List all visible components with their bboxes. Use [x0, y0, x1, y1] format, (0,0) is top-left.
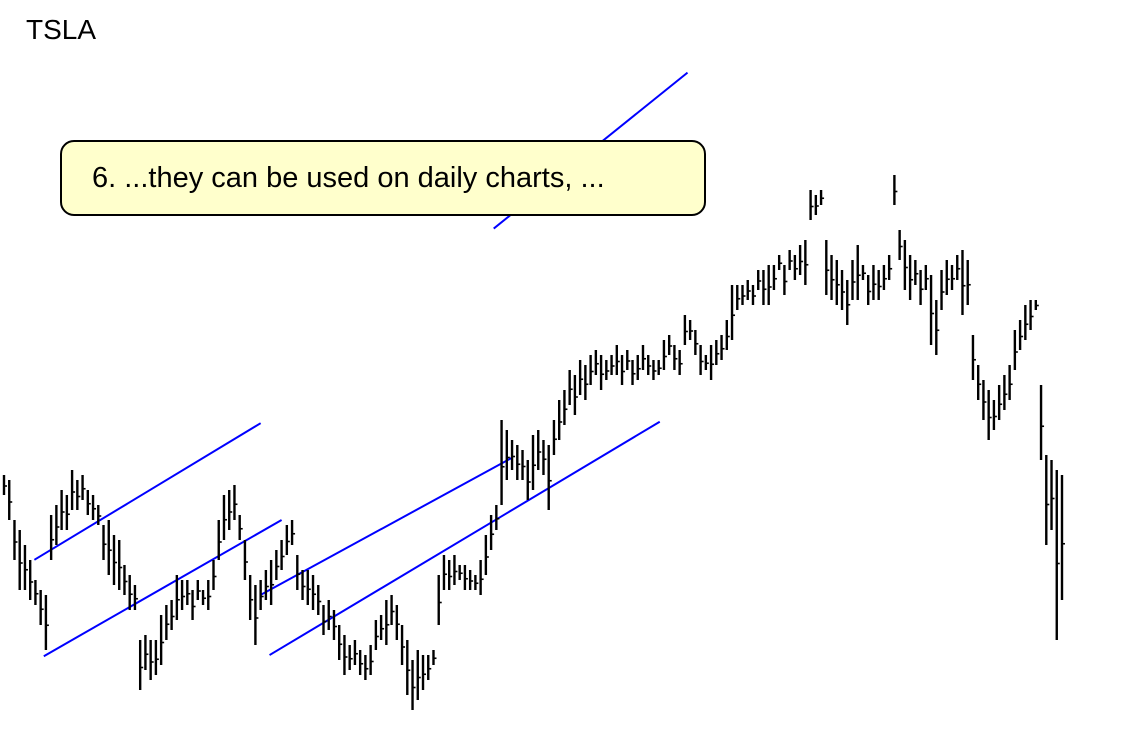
annotation-text: 6. ...they can be used on daily charts, …: [92, 161, 605, 194]
annotation-callout: 6. ...they can be used on daily charts, …: [60, 140, 706, 216]
channel-line: [43, 519, 283, 658]
channel-line: [33, 422, 262, 561]
price-bars: [2, 175, 1065, 710]
ticker-label: TSLA: [26, 14, 97, 45]
